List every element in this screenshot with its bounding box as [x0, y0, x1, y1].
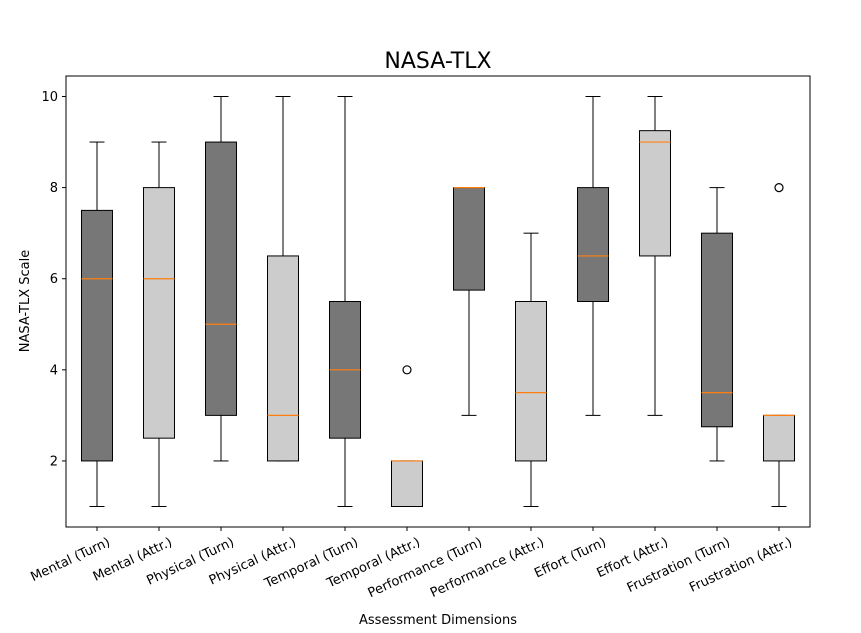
box	[639, 130, 671, 257]
y-tick-label: 4	[50, 363, 58, 378]
box	[267, 255, 299, 462]
box	[701, 232, 733, 428]
outlier-point	[774, 183, 784, 193]
x-tick-label: Frustration (Attr.)	[687, 535, 795, 596]
box	[205, 141, 237, 416]
y-tick-label: 6	[50, 272, 58, 287]
box	[515, 301, 547, 462]
x-tick-label: Performance (Turn)	[366, 535, 485, 601]
y-axis-label: NASA-TLX Scale	[18, 250, 33, 352]
box	[143, 187, 175, 439]
y-tick-label: 8	[50, 181, 58, 196]
box	[577, 187, 609, 302]
box	[81, 209, 113, 462]
y-tick-label: 10	[41, 90, 58, 105]
outlier-point	[402, 365, 412, 375]
box	[453, 187, 485, 291]
box	[391, 460, 423, 508]
x-tick-label: Frustration (Turn)	[625, 535, 733, 596]
y-tick-label: 2	[50, 454, 58, 469]
plot-frame	[65, 75, 811, 528]
box	[763, 414, 795, 462]
x-tick-label: Performance (Attr.)	[428, 535, 547, 601]
chart-title: NASA-TLX	[384, 49, 491, 74]
x-axis-label: Assessment Dimensions	[359, 613, 517, 628]
